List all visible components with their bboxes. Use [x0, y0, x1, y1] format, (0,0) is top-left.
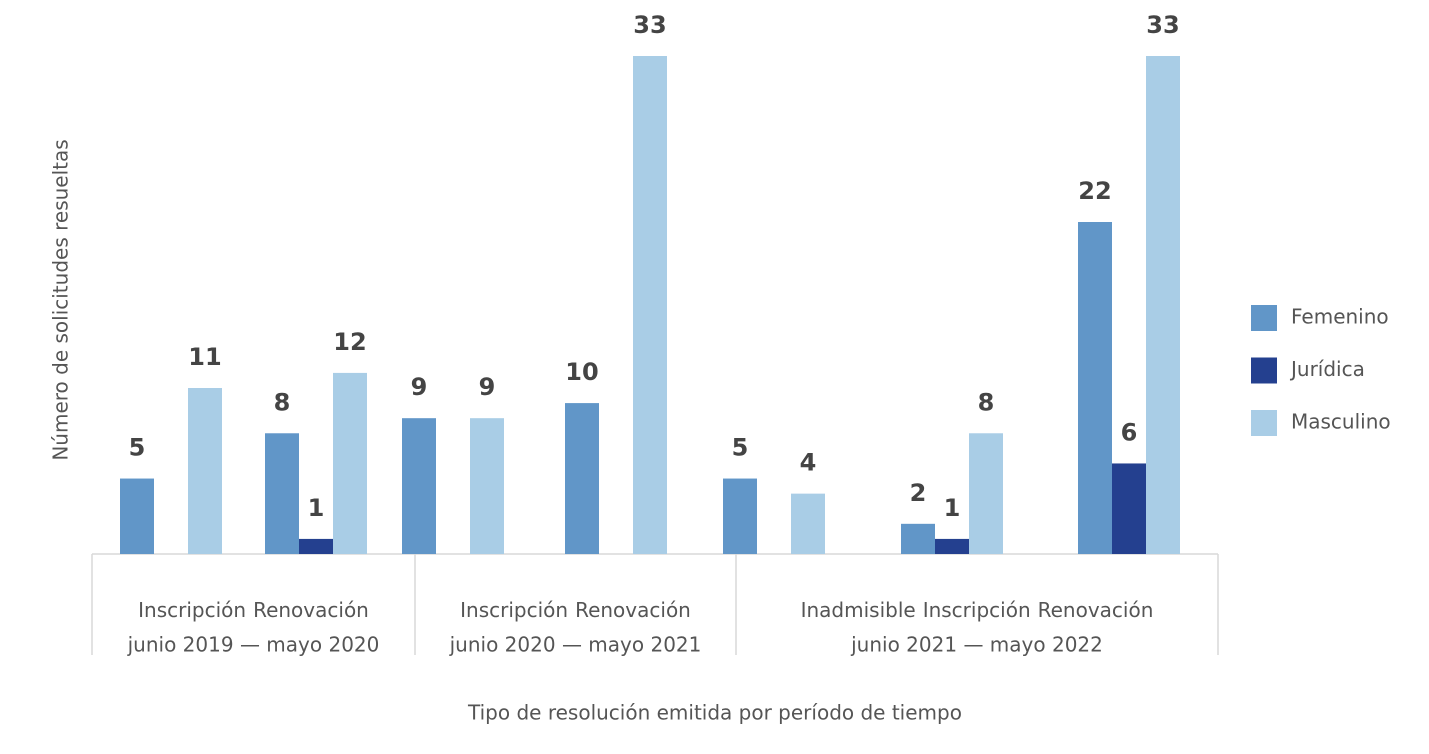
bar: [470, 418, 504, 554]
data-label: 12: [333, 328, 366, 356]
bar: [1146, 56, 1180, 554]
bar: [565, 403, 599, 554]
bar: [969, 433, 1003, 554]
group-label: junio 2019 — mayo 2020: [127, 633, 380, 657]
data-label: 22: [1078, 177, 1111, 205]
bar: [1078, 222, 1112, 554]
category-labels: Inadmisible Inscripción Renovación: [801, 598, 1154, 622]
x-tick-label: Renovación: [1038, 598, 1154, 622]
bar: [723, 478, 757, 554]
x-tick-label: Inscripción: [460, 598, 568, 622]
y-axis-title: Número de solicitudes resueltas: [49, 139, 73, 460]
bar: [120, 478, 154, 554]
category-labels: Inscripción Renovación: [460, 598, 691, 622]
data-label: 9: [411, 373, 428, 401]
data-label: 33: [1146, 11, 1179, 39]
x-tick-label: Renovación: [253, 598, 369, 622]
legend-swatch: [1251, 305, 1277, 331]
x-tick-label: Inscripción: [923, 598, 1031, 622]
bar: [1112, 463, 1146, 554]
legend-label: Masculino: [1291, 410, 1391, 434]
x-axis-title: Tipo de resolución emitida por período d…: [467, 701, 962, 725]
data-label: 11: [188, 343, 221, 371]
legend-swatch: [1251, 357, 1277, 384]
data-label: 9: [479, 373, 496, 401]
bar: [188, 388, 222, 554]
x-tick-label: Inscripción: [138, 598, 246, 622]
legend-label: Femenino: [1291, 305, 1389, 329]
data-label: 2: [910, 479, 927, 507]
legend-label: Jurídica: [1289, 357, 1365, 381]
bar: [333, 372, 367, 554]
data-label: 8: [978, 388, 995, 416]
group-label: junio 2021 — mayo 2022: [850, 633, 1103, 657]
data-label: 6: [1121, 418, 1138, 446]
data-label: 1: [944, 494, 961, 522]
group-label: junio 2020 — mayo 2021: [449, 633, 702, 657]
x-tick-label: Inadmisible: [801, 598, 916, 622]
bar: [402, 418, 436, 554]
bar: [633, 56, 667, 554]
bar: [265, 433, 299, 554]
data-label: 1: [308, 494, 325, 522]
data-label: 5: [129, 434, 146, 462]
x-tick-label: Renovación: [575, 598, 691, 622]
bar: [901, 523, 935, 554]
category-labels: Inscripción Renovación: [138, 598, 369, 622]
bar: [935, 538, 969, 554]
data-label: 5: [732, 434, 749, 462]
bar: [299, 538, 333, 554]
legend-swatch: [1251, 410, 1277, 436]
bar: [791, 493, 825, 554]
data-label: 8: [274, 388, 291, 416]
data-label: 4: [800, 449, 817, 477]
data-label: 10: [565, 358, 598, 386]
data-label: 33: [633, 11, 666, 39]
